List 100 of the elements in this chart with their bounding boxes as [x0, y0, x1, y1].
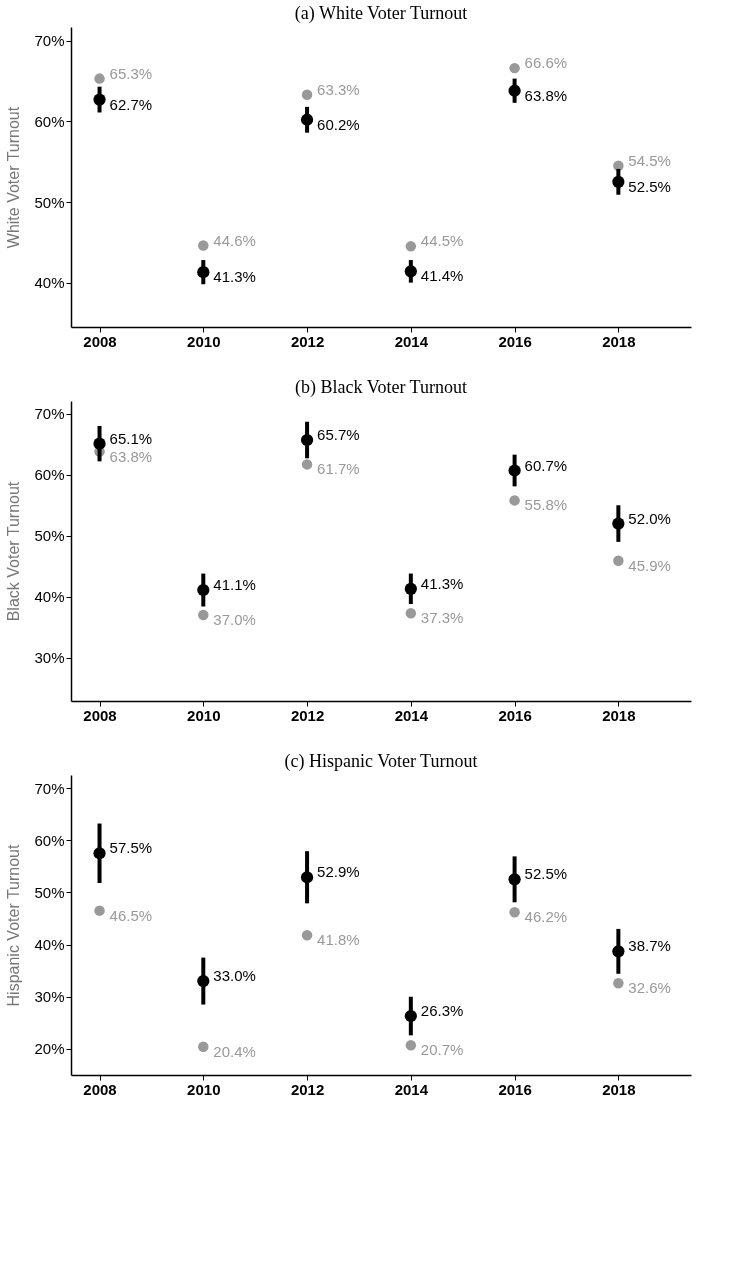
point — [300, 433, 314, 447]
point — [93, 847, 106, 860]
data-label: 20.4% — [213, 1042, 256, 1060]
point — [613, 977, 624, 989]
y-tick-label: 60% — [34, 831, 65, 849]
point — [198, 1041, 209, 1053]
y-tick-label: 60% — [34, 112, 65, 130]
x-tick-label: 2010 — [187, 706, 221, 724]
data-label: 62.7% — [109, 95, 153, 113]
x-tick-label: 2012 — [290, 706, 325, 724]
point — [94, 73, 105, 84]
point — [301, 459, 313, 470]
point — [301, 89, 313, 100]
x-tick-label: 2014 — [394, 706, 429, 724]
x-tick-label: 2008 — [83, 332, 117, 350]
point — [405, 1040, 417, 1051]
data-label: 38.7% — [628, 937, 671, 955]
x-tick-label: 2018 — [602, 706, 636, 724]
x-tick-label: 2012 — [290, 332, 325, 350]
x-tick-label: 2016 — [498, 332, 532, 350]
y-tick-label: 30% — [34, 988, 65, 1006]
data-label: 41.3% — [420, 574, 464, 592]
point — [300, 871, 314, 884]
chart-title: (c) Hispanic Voter Turnout — [284, 751, 478, 772]
data-label: 44.5% — [420, 232, 464, 250]
data-label: 63.8% — [524, 86, 568, 104]
y-tick-label: 60% — [34, 466, 65, 484]
data-label: 33.0% — [213, 967, 256, 985]
data-label: 37.0% — [213, 611, 256, 629]
data-label: 20.7% — [420, 1041, 464, 1059]
point — [613, 160, 624, 171]
y-tick-label: 70% — [34, 405, 65, 423]
point — [404, 582, 417, 595]
x-tick-label: 2008 — [83, 1080, 117, 1098]
point — [404, 1009, 417, 1023]
data-label: 41.4% — [420, 267, 464, 285]
point — [508, 464, 521, 477]
data-label: 52.5% — [524, 865, 568, 883]
x-tick-label: 2016 — [498, 706, 532, 724]
data-label: 60.7% — [524, 456, 568, 474]
point — [300, 113, 314, 126]
y-tick-label: 20% — [34, 1040, 65, 1058]
data-label: 52.5% — [628, 177, 671, 195]
point — [509, 495, 520, 506]
data-label: 46.2% — [524, 908, 568, 926]
y-tick-label: 50% — [34, 193, 65, 211]
data-label: 66.6% — [524, 54, 568, 72]
x-tick-label: 2014 — [394, 1080, 429, 1098]
point — [198, 240, 209, 251]
point — [508, 84, 521, 97]
x-tick-label: 2018 — [602, 1080, 636, 1098]
point — [94, 905, 105, 916]
data-label: 61.7% — [317, 460, 360, 478]
point — [613, 555, 624, 566]
point — [197, 266, 210, 279]
x-tick-label: 2014 — [394, 332, 429, 350]
data-label: 60.2% — [317, 115, 360, 133]
point — [404, 265, 417, 278]
data-label: 45.9% — [628, 556, 671, 574]
data-label: 37.3% — [420, 609, 464, 627]
y-tick-label: 40% — [34, 274, 65, 292]
point — [612, 175, 625, 188]
data-label: 32.6% — [628, 979, 671, 997]
x-tick-label: 2012 — [290, 1080, 325, 1098]
point — [405, 607, 417, 619]
x-tick-label: 2010 — [187, 332, 221, 350]
y-tick-label: 30% — [34, 649, 65, 667]
point — [198, 609, 209, 621]
data-label: 54.5% — [628, 151, 671, 169]
point — [93, 93, 106, 106]
y-axis-title: Black Voter Turnout — [5, 481, 23, 622]
point — [612, 945, 625, 958]
y-tick-label: 70% — [34, 779, 65, 797]
point — [612, 517, 625, 530]
y-tick-label: 70% — [34, 32, 65, 50]
x-tick-label: 2010 — [187, 1080, 221, 1098]
data-label: 65.1% — [109, 429, 153, 447]
y-axis-title: White Voter Turnout — [5, 106, 23, 249]
point — [197, 974, 210, 988]
data-label: 26.3% — [420, 1002, 464, 1020]
data-label: 44.6% — [213, 231, 256, 249]
data-label: 55.8% — [524, 496, 568, 514]
data-label: 65.7% — [317, 426, 360, 444]
point — [509, 906, 520, 918]
data-label: 41.3% — [213, 268, 256, 286]
point — [197, 583, 210, 597]
point — [508, 873, 521, 886]
y-tick-label: 50% — [34, 883, 65, 901]
y-axis-title: Hispanic Voter Turnout — [5, 844, 23, 1007]
chart-title: (a) White Voter Turnout — [294, 3, 468, 24]
point — [301, 929, 313, 941]
data-label: 52.0% — [628, 509, 671, 527]
x-tick-label: 2016 — [498, 1080, 532, 1098]
data-label: 41.1% — [213, 576, 256, 594]
y-tick-label: 50% — [34, 527, 65, 545]
point — [509, 62, 520, 74]
point — [93, 437, 106, 450]
chart-title: (b) Black Voter Turnout — [295, 377, 467, 398]
data-label: 46.5% — [109, 906, 153, 924]
data-label: 63.3% — [317, 80, 360, 98]
